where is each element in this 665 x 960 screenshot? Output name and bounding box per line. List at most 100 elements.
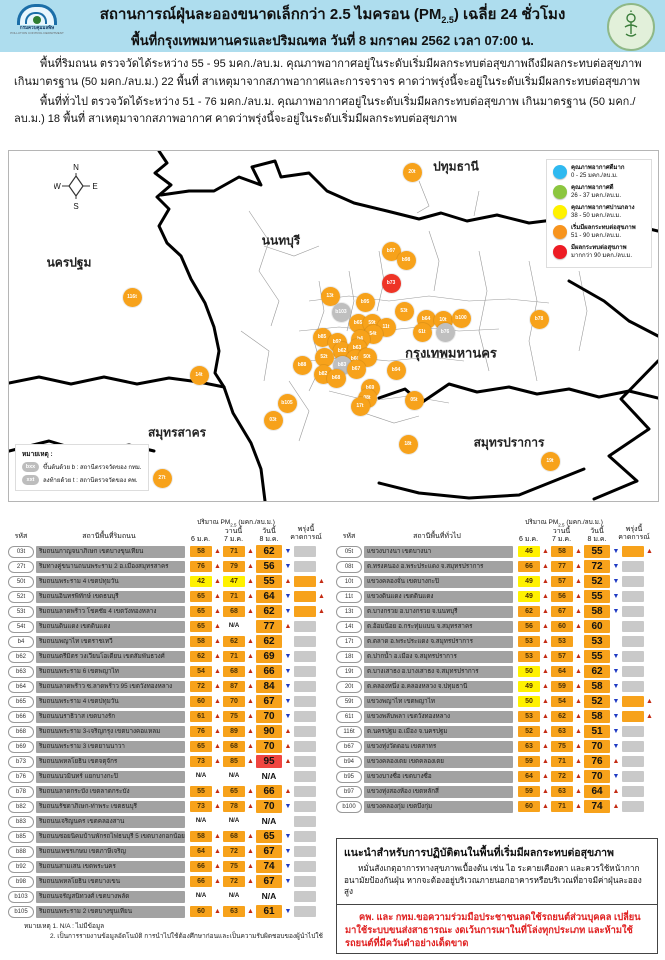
station-name: ริมถนนจรัญสนิทวงศ์ เขตบางพลัด <box>36 890 185 903</box>
trend-up-icon: ▲ <box>575 773 582 780</box>
value-jan8: 70 <box>584 740 610 753</box>
table-footnotes: หมายเหตุ 1. N/A : ไม่มีข้อมูล 2. เป็นการ… <box>24 922 334 942</box>
value-jan7: 70 <box>223 696 245 707</box>
station-name: แขวงคลองกุ่ม เขตบึงกุ่ม <box>364 800 513 813</box>
table-row-50t: 50t ริมถนนพระราม 4 เขตปทุมวัน 42 ▲ 47 ▲ 55 ▲ ▲ <box>8 574 334 589</box>
forecast-cell <box>294 786 316 797</box>
value-jan8: 52 <box>584 695 610 708</box>
trend-down-icon: ▼ <box>284 698 292 705</box>
province-label-กรุงเทพมหานคร: กรุงเทพมหานคร <box>405 345 497 361</box>
trend-up-icon: ▲ <box>214 743 221 750</box>
station-code: 54t <box>8 620 34 633</box>
station-name: ริมถนนลาดกระบัง เขตลาดกระบัง <box>36 785 185 798</box>
value-jan8: 70 <box>584 770 610 783</box>
table-row-b64: b64 ริมถนนลาดพร้าว ซ.ลาดพร้าว 95 เขตวังทอ… <box>8 679 334 694</box>
value-jan7: 63 <box>551 726 573 737</box>
value-jan6: 63 <box>518 741 540 752</box>
value-jan7: N/A <box>228 893 240 899</box>
value-jan8: 58 <box>584 680 610 693</box>
trend-up-icon: ▲ <box>612 803 620 810</box>
trend-up-icon: ▲ <box>247 908 254 915</box>
station-code: b62 <box>8 650 34 663</box>
trend-up-icon: ▲ <box>542 608 549 615</box>
province-label-สมุทรสาคร: สมุทรสาคร <box>147 425 207 440</box>
value-jan6: 53 <box>518 651 540 662</box>
station-code: 53t <box>8 605 34 618</box>
value-jan6: 53 <box>518 711 540 722</box>
station-dot-b73: b73 <box>381 273 401 293</box>
value-jan6: 76 <box>190 561 212 572</box>
trend-down-icon: ▼ <box>284 593 292 600</box>
summary-paragraph-general: พื้นที่ทั่วไป ตรวจวัดได้ระหว่าง 51 - 76 … <box>14 95 636 126</box>
legend-item: คุณภาพอากาศปานกลาง 38 - 50 มคก./ลบ.ม. <box>553 205 647 220</box>
forecast-cell <box>622 711 644 722</box>
value-jan8: 66 <box>256 665 282 678</box>
station-name: ริมถนนพญาไท เขตราชเทวี <box>36 635 185 648</box>
value-jan7: 57 <box>551 576 573 587</box>
col-header-jan8: วันนี้ 8 ม.ค. <box>587 528 607 543</box>
value-jan7: N/A <box>228 818 240 824</box>
trend-up-icon: ▲ <box>542 623 549 630</box>
value-jan6: 60 <box>190 906 212 917</box>
value-jan7: 53 <box>551 636 573 647</box>
station-name: ริมถนนดินแดง เขตดินแดง <box>36 620 185 633</box>
table-row-27t: 27t ริมทางคู่ขนานถนนพระราม 2 อ.เมืองสมุทร… <box>8 559 334 574</box>
trend-down-icon: ▼ <box>284 713 292 720</box>
trend-up-icon: ▲ <box>247 743 254 750</box>
col-header-jan6: 6 ม.ค. <box>190 536 211 543</box>
value-jan7: 71 <box>551 756 573 767</box>
value-jan7: 62 <box>223 636 245 647</box>
trend-up-icon: ▲ <box>575 743 582 750</box>
trend-up-icon: ▲ <box>214 863 221 870</box>
legend-label: เริ่มมีผลกระทบต่อสุขภาพ <box>571 225 636 231</box>
bma-figure-icon <box>624 10 638 37</box>
value-jan8: 74 <box>256 860 282 873</box>
trend-up-icon: ▲ <box>542 578 549 585</box>
station-code: b83 <box>8 815 34 828</box>
value-jan7: 79 <box>223 561 245 572</box>
forecast-cell <box>622 786 644 797</box>
trend-down-icon: ▼ <box>284 563 292 570</box>
title-line2: พื้นที่กรุงเทพมหานครและปริมณฑล วันที่ 8 … <box>131 33 534 48</box>
trend-up-icon: ▲ <box>542 548 549 555</box>
compass-rose-icon: N S W E <box>53 161 98 216</box>
forecast-cell <box>294 831 316 842</box>
forecast-cell <box>294 651 316 662</box>
trend-up-icon: ▲ <box>214 803 221 810</box>
station-name: แขวงบางซื่อ เขตบางซื่อ <box>364 770 513 783</box>
legend-label: คุณภาพอากาศดีมาก <box>571 165 625 171</box>
roadside-table: รหัส สถานีพื้นที่ริมถนน ปริมาณ PM2.5 (มค… <box>8 506 334 919</box>
station-name: ต.บางกรวย อ.บางกรวย จ.นนทบุรี <box>364 605 513 618</box>
station-dot-b85: b85 <box>312 327 332 347</box>
station-name: แขวงพญาไท เขตพญาไท <box>364 695 513 708</box>
station-dot-b103: b103 <box>331 302 351 322</box>
value-jan8: 60 <box>584 620 610 633</box>
value-jan6: 66 <box>518 561 540 572</box>
trend-up-icon: ▲ <box>646 548 653 555</box>
pcd-logo-subtext: POLLUTION CONTROL DEPARTMENT <box>10 31 64 35</box>
table-row-b97: b97 แขวงทุ่งสองห้อง เขตหลักสี่ 59 ▲ 63 ▲ 64 ▲ <box>336 784 662 799</box>
forecast-cell <box>294 681 316 692</box>
trend-up-icon: ▲ <box>542 743 549 750</box>
trend-up-icon: ▲ <box>214 668 221 675</box>
svg-text:W: W <box>54 182 61 191</box>
trend-up-icon: ▲ <box>575 788 582 795</box>
table-row-b82: b82 ริมถนนรัชดาภิเษก-ท่าพระ เขตธนบุรี 73 ▲ 7… <box>8 799 334 814</box>
table-row-b4: b4 ริมถนนพญาไท เขตราชเทวี 58 ▲ 62 ▲ 62 <box>8 634 334 649</box>
value-jan8: 62 <box>256 545 282 558</box>
station-dot-20t: 20t <box>402 162 422 182</box>
value-jan7: 68 <box>223 831 245 842</box>
value-jan6: 60 <box>518 801 540 812</box>
value-jan6: 42 <box>190 576 212 587</box>
station-code: b64 <box>8 680 34 693</box>
value-jan6: 52 <box>518 726 540 737</box>
station-name: ต.นครปฐม อ.เมือง จ.นครปฐม <box>364 725 513 738</box>
advisory-box: แนะนำสำหรับการปฏิบัติตนในพื้นที่เริ่มมีผ… <box>336 838 658 954</box>
table-row-b85: b85 ริมถนนซอยนิคมบ้านพักรถไฟธนบุรี 5 เขตบ… <box>8 829 334 844</box>
station-name: ริมถนนเจริญนคร เขตคลองสาน <box>36 815 185 828</box>
table-row-19t: 19t ต.บางเสาธง อ.บางเสาธง จ.สมุทรปราการ 50… <box>336 664 662 679</box>
trend-down-icon: ▼ <box>284 668 292 675</box>
trend-up-icon: ▲ <box>247 863 254 870</box>
table-row-b68: b68 ริมถนนพระราม 3-เจริญกรุง เขตบางคอแหลม… <box>8 724 334 739</box>
station-code: 11t <box>336 590 362 603</box>
